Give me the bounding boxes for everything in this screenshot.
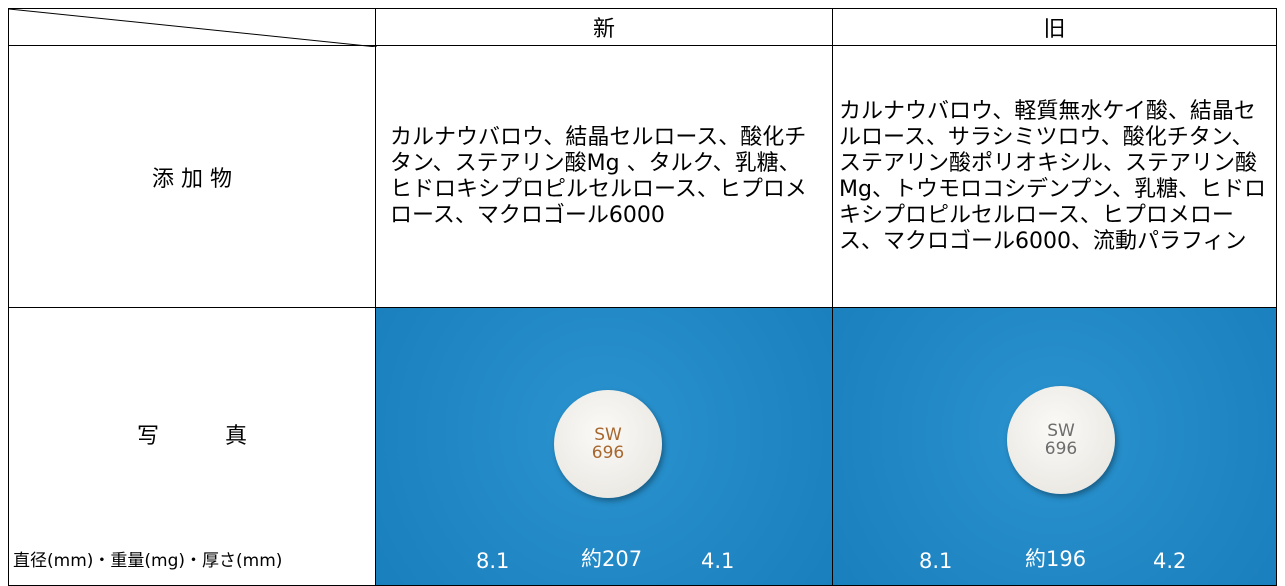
- diameter: 8.1: [476, 549, 510, 573]
- header-new: 新: [375, 8, 833, 46]
- additives-new: カルナウバロウ、結晶セルロース、酸化チタン、ステアリン酸Mg 、タルク、乳糖、ヒ…: [375, 45, 833, 308]
- imprint: SW: [1047, 421, 1075, 441]
- spec-label: 直径(mm)・重量(mg)・厚さ(mm): [13, 551, 283, 571]
- tablet: SW 696: [1007, 386, 1115, 494]
- photo-label-cell: 写 真 直径(mm)・重量(mg)・厚さ(mm): [8, 307, 376, 586]
- additives-old: カルナウバロウ、軽質無水ケイ酸、結晶セルロース、サラシミツロウ、酸化チタン、ステ…: [832, 45, 1277, 308]
- header-old: 旧: [832, 8, 1277, 46]
- imprint: SW: [594, 425, 622, 445]
- thickness: 4.2: [1153, 549, 1187, 573]
- weight: 約196: [1025, 547, 1087, 571]
- imprint: 696: [1044, 439, 1078, 459]
- diameter: 8.1: [919, 549, 953, 573]
- weight: 約207: [581, 547, 643, 571]
- diagonal: [9, 9, 377, 47]
- photo-label: 写 真: [136, 424, 247, 449]
- thickness: 4.1: [701, 549, 735, 573]
- corner-cell: [8, 8, 377, 47]
- tablet: SW 696: [554, 390, 662, 498]
- photo-old: SW 696 8.1 約196 4.2: [832, 307, 1277, 586]
- imprint: 696: [591, 443, 625, 463]
- photo-new: SW 696 8.1 約207 4.1: [375, 307, 833, 586]
- additives-label: 添 加 物: [8, 45, 376, 308]
